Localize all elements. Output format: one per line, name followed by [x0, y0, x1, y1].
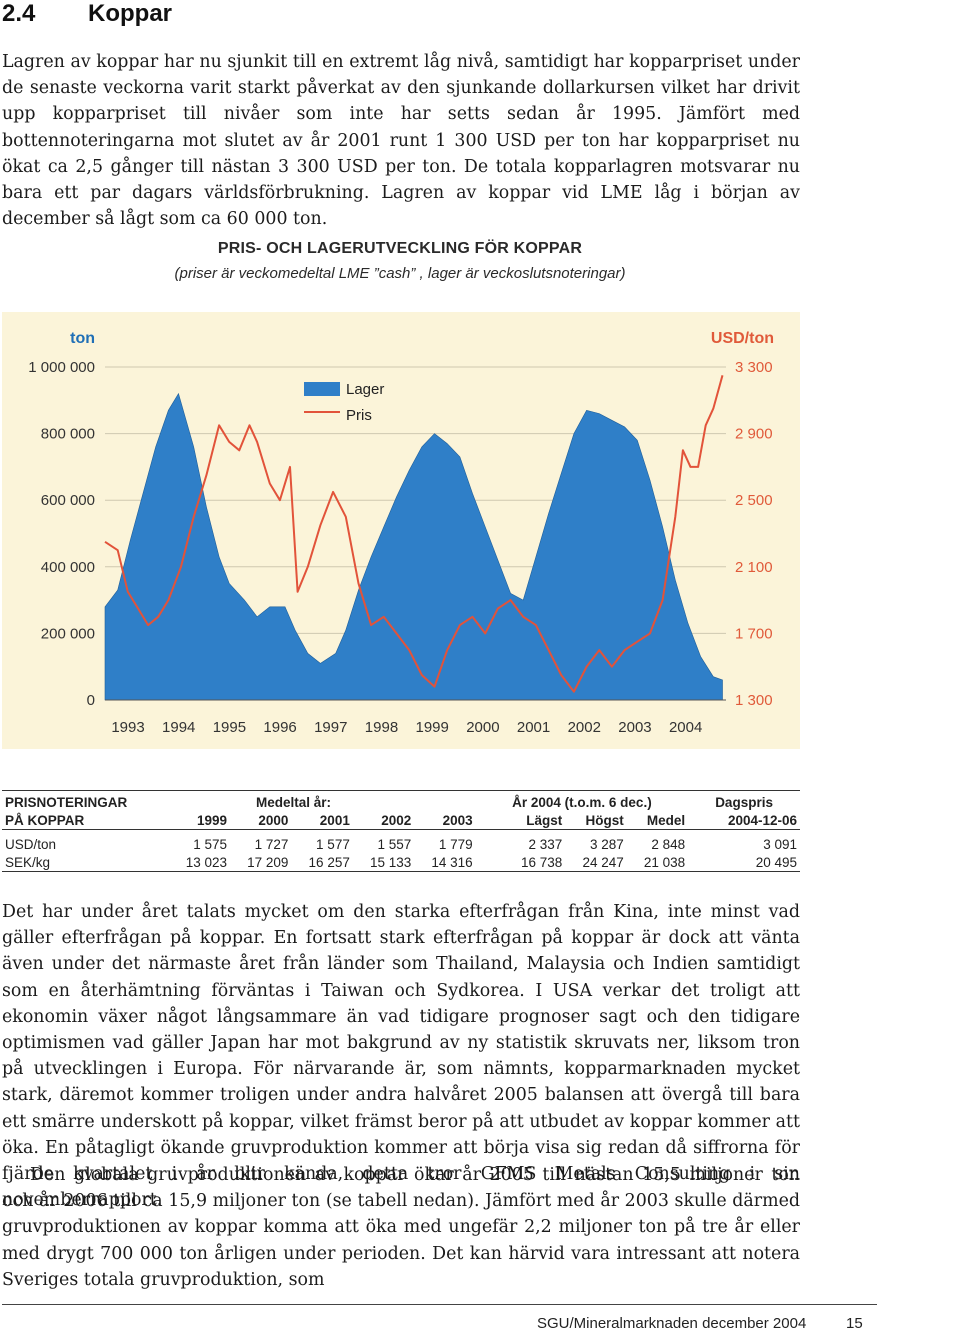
table-cell: 20 495: [688, 853, 800, 872]
left-tick-label: 400 000: [41, 559, 95, 576]
x-tick-label: 2003: [618, 719, 651, 736]
section-title: Koppar: [88, 0, 172, 27]
intro-paragraph: Lagren av koppar har nu sjunkit till en …: [2, 52, 800, 230]
chart-svg: 1 000 000 800 000 600 000 400 000 200 000 0 3 …: [28, 330, 774, 736]
left-tick-label: 800 000: [41, 426, 95, 443]
x-tick-label: 1998: [365, 719, 398, 736]
table-row-label: SEK/kg: [2, 853, 169, 872]
left-tick-label: 200 000: [41, 625, 95, 642]
left-axis-unit: ton: [70, 330, 95, 347]
table-row-label: USD/ton: [5, 836, 57, 852]
chart-inventory-area: [104, 392, 723, 701]
page-number: 15: [846, 1315, 863, 1332]
table-col-header: 2004-12-06: [688, 811, 800, 830]
right-tick-label: 1 700: [735, 625, 773, 642]
x-tick-label: 2000: [466, 719, 499, 736]
x-tick-label: 1996: [263, 719, 296, 736]
left-tick-label: 1 000 000: [28, 359, 95, 376]
right-tick-label: 3 300: [735, 359, 773, 376]
x-tick-label: 1993: [111, 719, 144, 736]
table-cell: 16 738: [475, 853, 566, 872]
right-tick-label: 2 900: [735, 426, 773, 443]
left-tick-label: 0: [87, 692, 95, 709]
table-col-header: Lägst: [475, 811, 566, 830]
x-tick-label: 1995: [213, 719, 246, 736]
table-col-header: 2000: [230, 811, 292, 830]
table-header-left-1: PRISNOTERINGAR: [2, 790, 169, 811]
x-tick-label: 1997: [314, 719, 347, 736]
x-tick-label: 1994: [162, 719, 195, 736]
table-cell: 2 337: [528, 836, 563, 852]
table-group-avg: Medeltal år:: [230, 790, 415, 811]
price-line: [104, 375, 724, 693]
right-tick-label: 2 100: [735, 559, 773, 576]
table-cell: 3 287: [589, 836, 624, 852]
chart-price-line: [104, 375, 724, 693]
copper-chart: 1 000 000 800 000 600 000 400 000 200 000 0 3 …: [2, 312, 800, 749]
table-cell: 1 779: [438, 836, 473, 852]
body-paragraph-1: Det har under året talats mycket om den …: [2, 902, 800, 1211]
footer-source: SGU/Mineralmarknaden december 2004: [537, 1315, 807, 1332]
right-axis-unit: USD/ton: [711, 330, 774, 347]
table-cell: 17 209: [230, 853, 292, 872]
table-col-header: Högst: [565, 811, 627, 830]
footer-rule: [2, 1304, 877, 1305]
table-group-day: Dagspris: [688, 790, 800, 811]
table-cell: 1 577: [316, 836, 350, 852]
table-cell: 3 091: [763, 836, 797, 852]
section-heading: 2.4 Koppar: [0, 0, 960, 27]
left-tick-label: 600 000: [41, 492, 95, 509]
chart-title: PRIS- OCH LAGERUTVECKLING FÖR KOPPAR: [217, 240, 583, 257]
right-tick-label: 1 300: [735, 692, 773, 709]
table-cell: 2 848: [651, 836, 686, 852]
table-col-header: 2001: [291, 811, 353, 830]
x-tick-label: 2004: [669, 719, 702, 736]
table-cell: 16 257: [291, 853, 353, 872]
chart-legend: Lager Pris: [304, 381, 384, 424]
price-table: PRISNOTERINGAR Medeltal år: År 2004 (t.o…: [2, 790, 800, 872]
table-cell: 15 133: [352, 853, 415, 872]
legend-swatch-lager: [304, 382, 340, 396]
legend-label-pris: Pris: [346, 407, 372, 424]
x-tick-label: 2001: [517, 719, 550, 736]
table-header-left-2: PÅ KOPPAR: [2, 811, 169, 830]
inventory-area: [104, 392, 723, 701]
table-cell: 14 316: [414, 853, 476, 872]
table-col-header: Medel: [626, 811, 689, 830]
right-tick-label: 2 500: [735, 492, 773, 509]
chart-axes: 1 000 000 800 000 600 000 400 000 200 000 0 3 …: [28, 330, 774, 736]
table-col-header: 2003: [414, 811, 476, 830]
table-cell: 24 247: [565, 853, 627, 872]
x-tick-label: 2002: [568, 719, 601, 736]
table-cell: 21 038: [626, 853, 689, 872]
x-tick-label: 1999: [415, 719, 448, 736]
table-cell: 13 023: [168, 853, 230, 872]
legend-label-lager: Lager: [346, 381, 384, 398]
table-col-header: 1999: [168, 811, 230, 830]
section-number: 2.4: [2, 0, 36, 27]
table-cell: 1 575: [193, 836, 227, 852]
table-group-2004: År 2004 (t.o.m. 6 dec.): [475, 790, 689, 811]
table-cell: 1 557: [377, 836, 412, 852]
chart-subtitle: (priser är veckomedeltal LME ”cash” , la…: [174, 265, 626, 282]
body-paragraph-2: Den globala gruvproduktionen av koppar ö…: [2, 1165, 800, 1290]
table-col-header: 2002: [352, 811, 415, 830]
table-cell: 1 727: [254, 836, 289, 852]
